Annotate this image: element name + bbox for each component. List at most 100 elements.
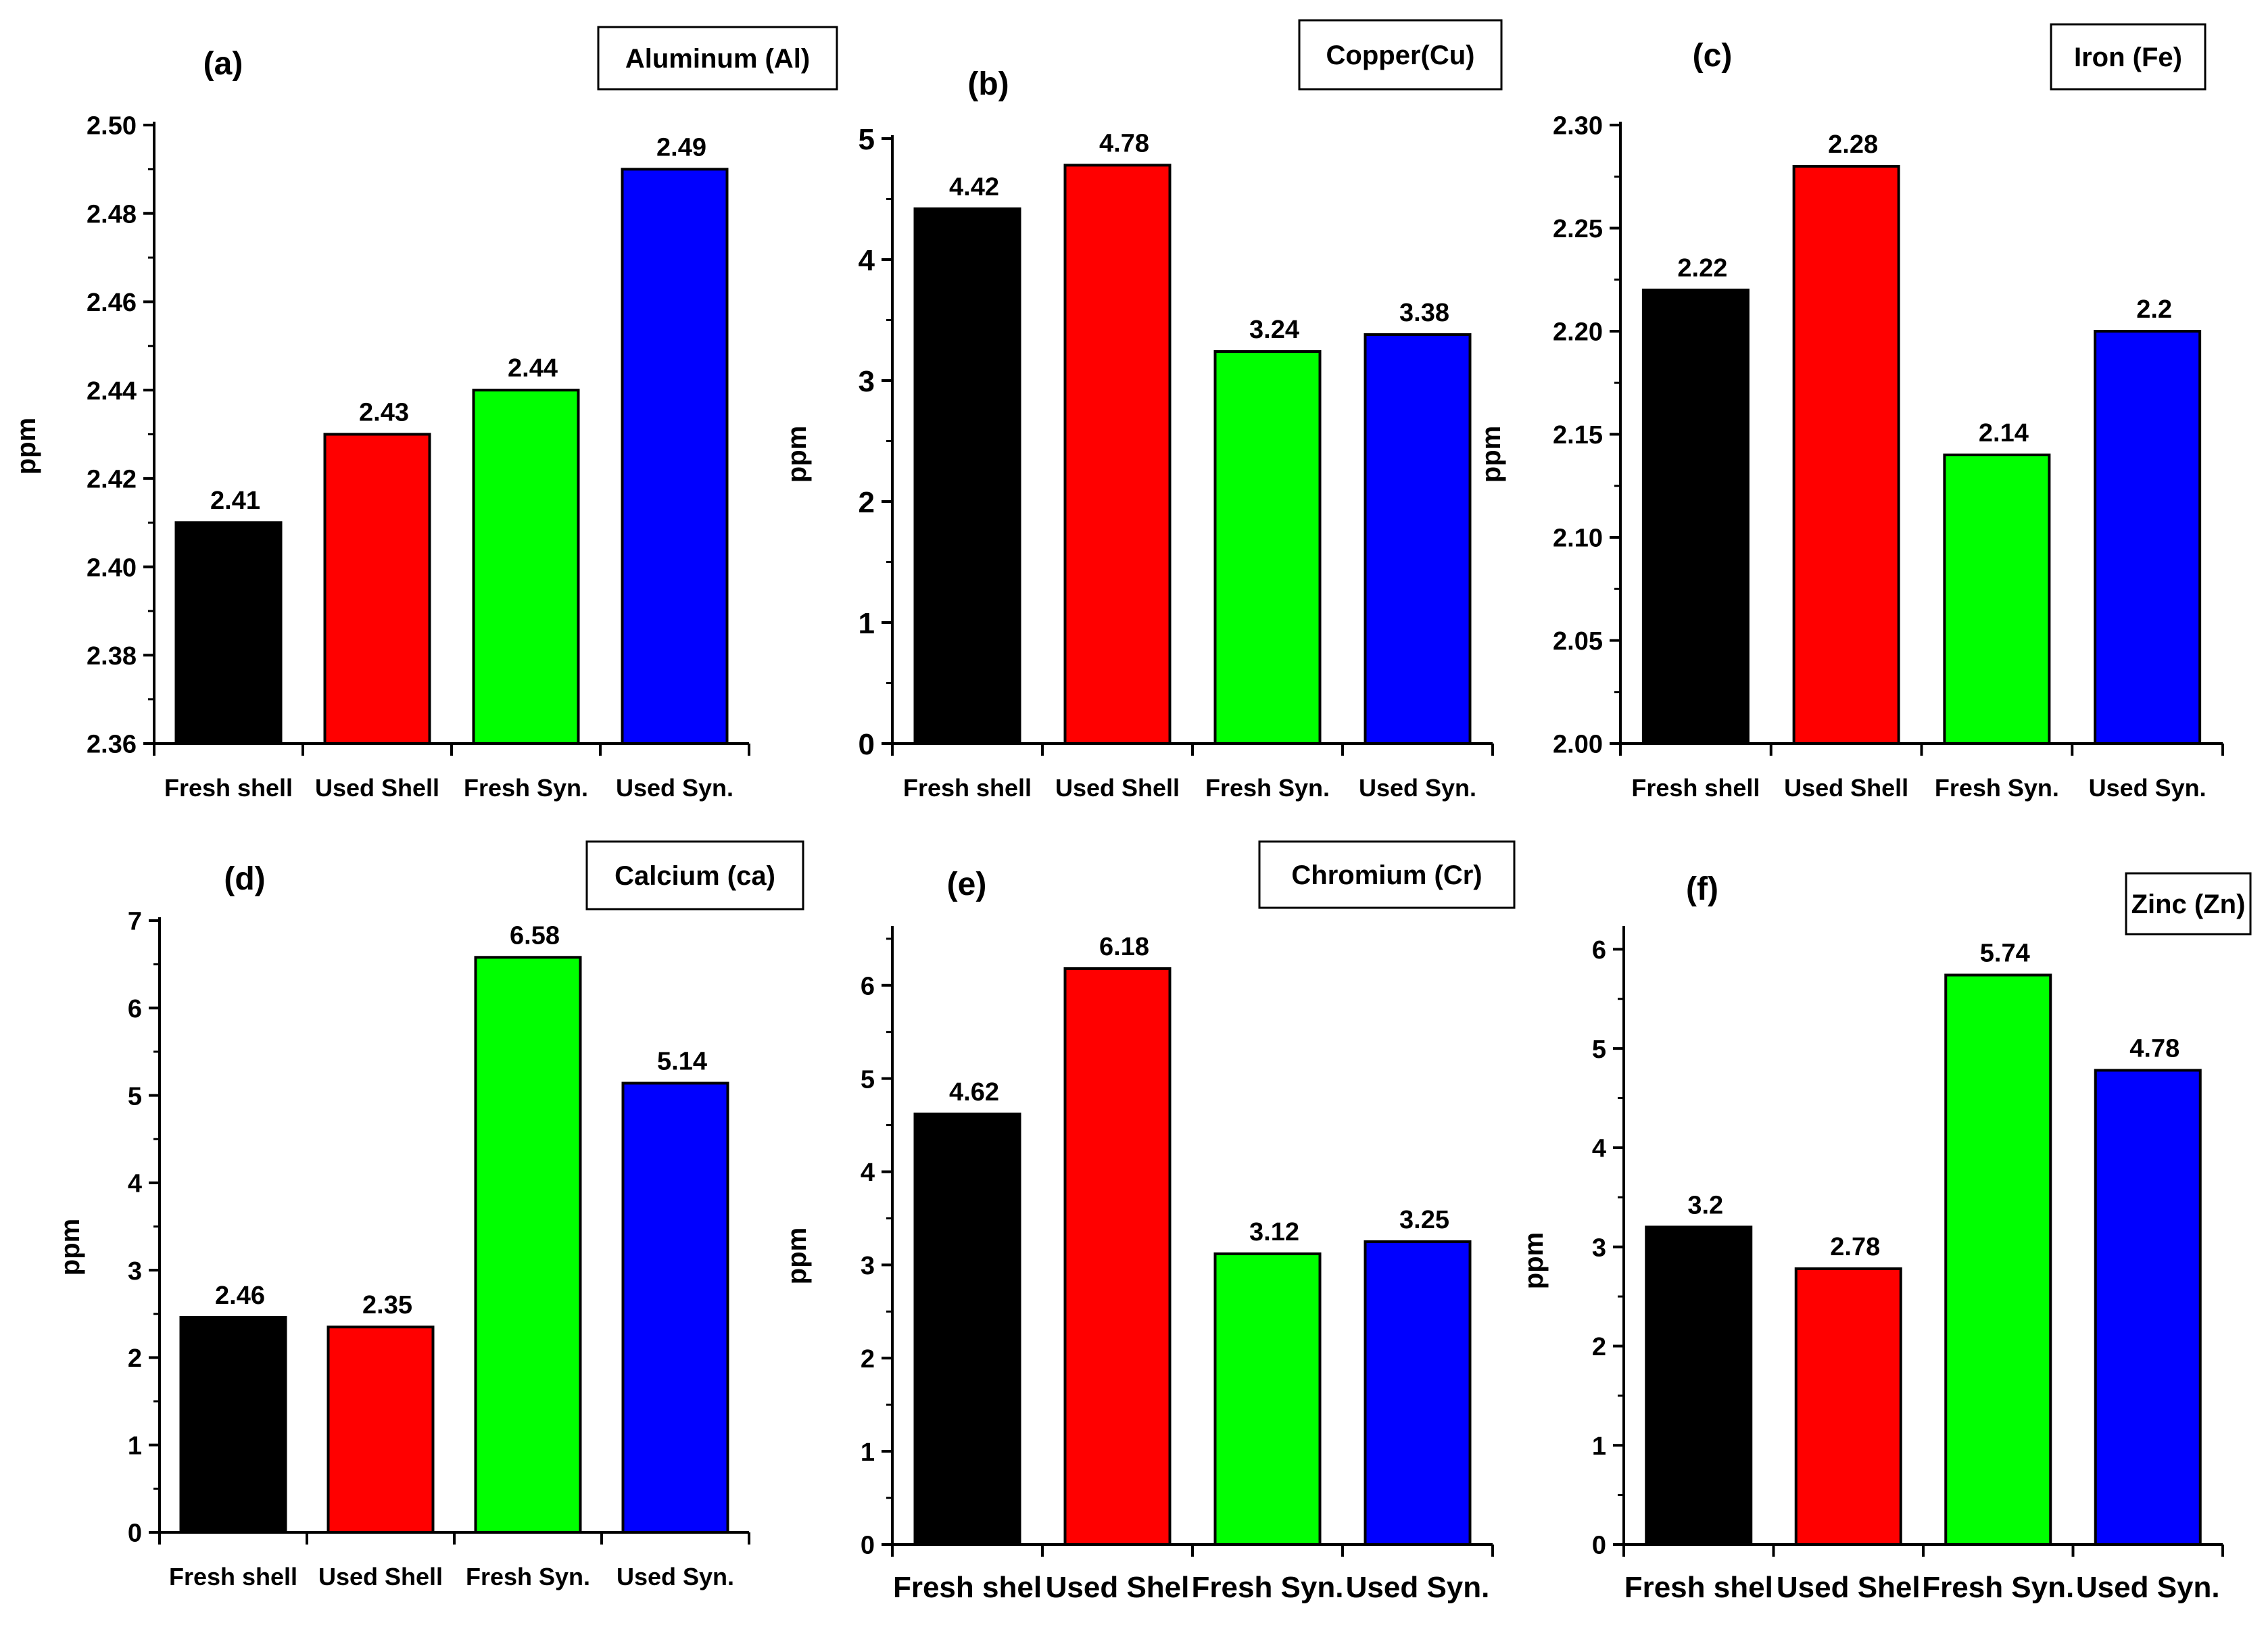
y-tick-label: 3 bbox=[1592, 1234, 1606, 1262]
bar-fresh-syn bbox=[1213, 350, 1322, 745]
bar-fresh-shel bbox=[913, 1113, 1021, 1546]
element-title: Zinc (Zn) bbox=[2131, 890, 2246, 919]
y-tick-label: 5 bbox=[1592, 1036, 1606, 1064]
y-tick-label: 2.00 bbox=[1553, 731, 1603, 759]
x-category-label: Fresh shell bbox=[903, 774, 1032, 802]
bar-fresh-shell bbox=[1641, 289, 1750, 745]
element-title: Iron (Fe) bbox=[2074, 43, 2182, 72]
y-tick-label: 2.15 bbox=[1553, 421, 1603, 450]
bar-value-label: 2.35 bbox=[362, 1291, 412, 1319]
bar-used-syn bbox=[1364, 333, 1472, 746]
y-tick-label: 2.10 bbox=[1553, 525, 1603, 553]
y-tick-label: 2 bbox=[861, 1345, 875, 1374]
chart-panel-c: 2.00 2.05 2.10 2.15 2.20 2.25 2.30 2.22 Fresh sh… bbox=[1476, 23, 2224, 802]
y-tick-label: 5 bbox=[859, 123, 875, 156]
y-tick-label: 2.50 bbox=[87, 112, 137, 141]
bar-value-label: 4.62 bbox=[949, 1078, 999, 1107]
bar-value-label: 6.18 bbox=[1099, 933, 1149, 961]
y-tick-label: 0 bbox=[1592, 1532, 1606, 1560]
bar-value-label: 3.25 bbox=[1399, 1206, 1449, 1234]
bar-value-label: 3.38 bbox=[1399, 299, 1449, 327]
element-title-box bbox=[585, 840, 804, 910]
y-tick-label: 2 bbox=[128, 1344, 142, 1373]
element-title-box bbox=[2050, 23, 2207, 91]
panel-label: (c) bbox=[1693, 38, 1733, 74]
x-category-label: Fresh shel bbox=[893, 1571, 1042, 1604]
y-tick-label: 0 bbox=[861, 1532, 875, 1560]
bar-used-shel bbox=[1794, 1267, 1902, 1547]
bar-value-label: 2.28 bbox=[1828, 130, 1878, 159]
element-title: Copper(Cu) bbox=[1326, 41, 1475, 70]
bar-value-label: 3.2 bbox=[1687, 1191, 1723, 1219]
chart-panel-d: 0 1 2 3 4 5 6 7 2.46 Fresh shell 2.35 Used Shell 6.5… bbox=[55, 840, 804, 1590]
bar-value-label: 4.42 bbox=[949, 173, 999, 201]
x-category-label: Fresh shell bbox=[164, 774, 293, 802]
bar-used-syn bbox=[1364, 1240, 1472, 1546]
element-title: Aluminum (Al) bbox=[625, 44, 810, 74]
bar-value-label: 2.44 bbox=[508, 354, 558, 383]
x-category-label: Used Syn. bbox=[616, 774, 733, 802]
y-tick-label: 4 bbox=[861, 1159, 875, 1187]
element-title: Calcium (ca) bbox=[614, 861, 775, 891]
y-tick-label: 4 bbox=[859, 244, 875, 277]
chart-panel-f: 0 1 2 3 4 5 6 3.2 Fresh shel 2.78 Used Shel 5.74 Fre… bbox=[1519, 871, 2252, 1604]
x-category-label: Used Syn. bbox=[617, 1563, 734, 1590]
bar-fresh-shell bbox=[174, 521, 283, 745]
y-tick-label: 2.20 bbox=[1553, 318, 1603, 347]
panel-label: (d) bbox=[224, 861, 265, 897]
x-category-label: Used Shell bbox=[1055, 774, 1180, 802]
bar-used-shell bbox=[323, 433, 431, 745]
bar-value-label: 2.41 bbox=[210, 487, 260, 515]
y-tick-label: 2.42 bbox=[87, 466, 137, 494]
x-category-label: Used Syn. bbox=[2089, 774, 2207, 802]
x-category-label: Fresh shell bbox=[169, 1563, 297, 1590]
element-title-box bbox=[1298, 19, 1503, 91]
bar-fresh-syn bbox=[1213, 1252, 1322, 1547]
y-tick-label: 2.25 bbox=[1553, 215, 1603, 243]
y-tick-label: 6 bbox=[861, 972, 875, 1000]
x-category-label: Used Shell bbox=[318, 1563, 443, 1590]
y-tick-label: 0 bbox=[859, 728, 875, 761]
x-category-label: Used Syn. bbox=[2076, 1571, 2220, 1604]
chart-panel-e: 0 1 2 3 4 5 6 4.62 Fresh shel 6.18 Used Shel 3.12 Fr… bbox=[782, 840, 1516, 1604]
bar-value-label: 6.58 bbox=[510, 921, 560, 950]
y-tick-label: 3 bbox=[128, 1257, 142, 1286]
y-tick-label: 4 bbox=[1592, 1135, 1606, 1163]
x-category-label: Fresh Syn. bbox=[1205, 774, 1330, 802]
x-category-label: Used Syn. bbox=[1359, 774, 1476, 802]
panel-label: (f) bbox=[1686, 871, 1718, 907]
element-title-box bbox=[1258, 840, 1516, 909]
chart-panel-b: 0 1 2 3 4 5 4.42 Fresh shell 4.78 Used Shell 3.24 F… bbox=[782, 19, 1503, 802]
y-tick-label: 5 bbox=[861, 1065, 875, 1094]
bar-value-label: 2.43 bbox=[359, 399, 409, 427]
x-category-label: Fresh Syn. bbox=[464, 774, 588, 802]
bar-used-shell bbox=[1063, 164, 1172, 745]
y-axis-label: ppm bbox=[1519, 1232, 1549, 1289]
bar-fresh-syn bbox=[1943, 454, 2051, 745]
element-title-box bbox=[2125, 872, 2252, 936]
y-tick-label: 1 bbox=[128, 1432, 142, 1460]
x-category-label: Used Shel bbox=[1046, 1571, 1190, 1604]
bar-value-label: 4.78 bbox=[2129, 1034, 2179, 1063]
x-category-label: Fresh shell bbox=[1631, 774, 1760, 802]
y-axis-label: ppm bbox=[55, 1219, 85, 1276]
bar-value-label: 4.78 bbox=[1099, 129, 1149, 157]
bar-fresh-shel bbox=[1645, 1225, 1753, 1547]
panel-label: (e) bbox=[947, 867, 987, 902]
bar-value-label: 2.46 bbox=[215, 1282, 265, 1310]
y-tick-label: 2.05 bbox=[1553, 627, 1603, 656]
y-tick-label: 3 bbox=[859, 365, 875, 398]
x-category-label: Used Shel bbox=[1777, 1571, 1921, 1604]
bar-fresh-syn bbox=[474, 956, 582, 1534]
bar-used-shell bbox=[1792, 165, 1900, 745]
bar-value-label: 2.2 bbox=[2136, 295, 2172, 324]
y-tick-label: 2.36 bbox=[87, 731, 137, 759]
y-tick-label: 7 bbox=[128, 908, 142, 936]
y-axis-label: ppm bbox=[782, 1228, 812, 1284]
y-axis-label: ppm bbox=[1476, 426, 1506, 483]
panel-label: (b) bbox=[967, 66, 1009, 102]
element-title-box bbox=[597, 26, 838, 91]
y-axis-label: ppm bbox=[782, 426, 812, 483]
bar-used-shell bbox=[327, 1326, 435, 1534]
y-tick-label: 2.48 bbox=[87, 200, 137, 228]
